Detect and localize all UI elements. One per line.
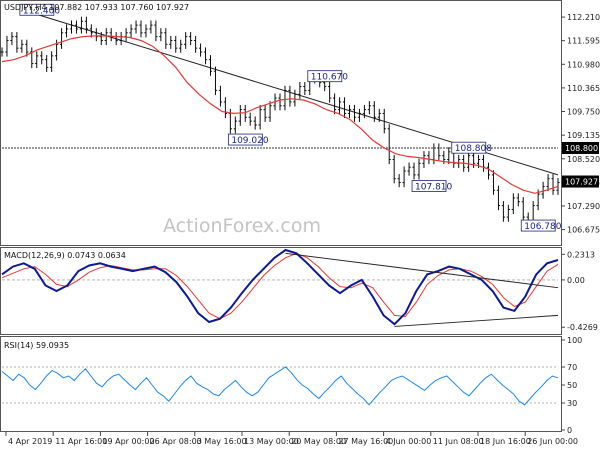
x-tick-label: 4 Jun 00:00	[386, 437, 432, 446]
macd-tick-label: -0.4269	[567, 323, 598, 332]
price-tick-label: 111.595	[567, 37, 600, 46]
price-tick-label: 110.980	[567, 60, 600, 69]
price-marker-box	[562, 175, 599, 188]
macd-tick-label: 0.00	[567, 276, 585, 285]
rsi-header: RSI(14) 59.0935	[4, 341, 69, 350]
watermark: ActionForex.com	[163, 215, 321, 237]
price-tick-label: 110.365	[567, 84, 600, 93]
x-tick-label: 11 Apr 16:00	[55, 437, 107, 446]
rsi-tick-label: 70	[567, 363, 577, 372]
price-marker-box	[562, 142, 599, 154]
annotation-box	[19, 3, 55, 16]
axis-layer: 112.210 111.595 110.980 110.365 109.750 109.1…	[5, 13, 600, 446]
x-tick-label: 13 May 00:00	[244, 437, 299, 446]
annotation-label: 107.810	[415, 183, 452, 193]
price-layer: 112.400 110.670 109.020 108.808 107.810 106.7…	[0, 3, 562, 232]
rsi-layer	[1, 366, 559, 406]
x-tick-label: 3 May 16:00	[197, 437, 247, 446]
annotation-label: 112.400	[23, 6, 60, 16]
x-tick-label: 18 Jun 16:00	[480, 437, 531, 446]
x-tick-label: 4 Apr 2019	[8, 437, 52, 446]
rsi-line	[1, 366, 559, 406]
rsi-tick-label: 100	[567, 336, 582, 345]
annotation-box	[520, 219, 556, 232]
annotation-label: 110.670	[311, 73, 348, 83]
macd-line	[1, 248, 559, 326]
x-tick-label: 27 May 16:00	[338, 437, 393, 446]
rsi-pane-frame	[0, 336, 562, 432]
moving-average-line	[1, 35, 559, 194]
annotation-box	[411, 180, 447, 192]
macd-pane-frame	[0, 247, 562, 335]
price-tick-label: 106.675	[567, 226, 600, 235]
price-tick-label: 109.750	[567, 108, 600, 117]
x-tick-label: 20 May 08:00	[291, 437, 346, 446]
annotation-box	[227, 133, 263, 146]
x-tick-label: 19 Apr 00:00	[102, 437, 154, 446]
price-header: USDJPY,H4 107.882 107.933 107.760 107.92…	[4, 3, 189, 12]
rsi-tick-label: 0	[567, 426, 572, 435]
macd-tick-label: 0.2313	[567, 250, 595, 259]
x-tick-label: 26 Jun 00:00	[527, 437, 578, 446]
rsi-tick-label: 50	[567, 381, 577, 390]
annotation-box	[451, 141, 487, 154]
price-pane-frame	[0, 0, 562, 246]
macd-layer	[1, 248, 559, 327]
macd-header: MACD(12,26,9) 0.0743 0.0634	[4, 251, 126, 260]
price-marker-label: 107.927	[565, 178, 598, 187]
price-tick-label: 108.520	[567, 155, 600, 164]
x-tick-label: 26 Apr 08:00	[150, 437, 202, 446]
price-tick-label: 112.210	[567, 13, 600, 22]
price-marker-label: 108.800	[565, 144, 598, 153]
x-tick-label: 11 Jun 08:00	[433, 437, 484, 446]
macd-signal-line	[1, 252, 559, 320]
annotation-label: 109.020	[231, 136, 268, 146]
annotation-label: 106.780	[524, 222, 561, 232]
macd-trendline	[285, 252, 559, 289]
macd-trendline	[394, 314, 559, 327]
annotation-label: 108.808	[455, 144, 492, 154]
rsi-tick-label: 30	[567, 399, 577, 408]
price-tick-label: 107.290	[567, 202, 600, 211]
price-tick-label: 109.135	[567, 131, 600, 140]
annotation-box	[307, 70, 343, 83]
